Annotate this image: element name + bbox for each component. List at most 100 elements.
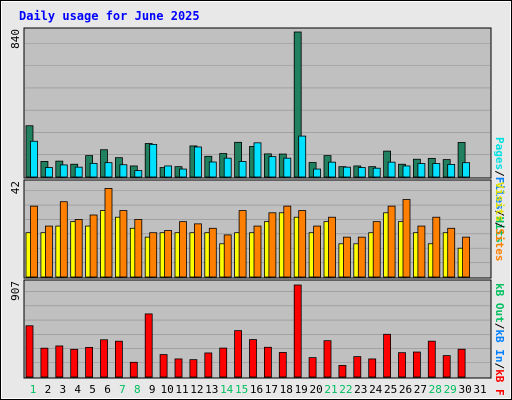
bar-files-26 bbox=[402, 165, 411, 178]
x-tick-label-6: 6 bbox=[104, 383, 111, 396]
x-tick-label-20: 20 bbox=[309, 383, 322, 396]
bar-sites-30 bbox=[462, 236, 471, 278]
bar-sites-6 bbox=[104, 188, 113, 278]
x-tick-label-3: 3 bbox=[59, 383, 66, 396]
bar-files-21 bbox=[328, 161, 336, 178]
x-tick-label-2: 2 bbox=[45, 383, 52, 396]
legend-sites: Sites bbox=[493, 228, 506, 261]
bar-files-10 bbox=[164, 165, 173, 178]
bar-sites-21 bbox=[328, 216, 336, 278]
legend-pages: Pages bbox=[493, 137, 506, 170]
x-tick-label-23: 23 bbox=[354, 383, 367, 396]
bar-kb-f-9 bbox=[144, 313, 153, 378]
bar-kb-f-20 bbox=[308, 357, 317, 378]
bar-sites-23 bbox=[357, 236, 366, 278]
x-tick-label-15: 15 bbox=[235, 383, 248, 396]
bar-hits-15 bbox=[234, 141, 243, 178]
bar-sites-19 bbox=[298, 210, 307, 278]
bar-kb-f-22 bbox=[338, 365, 347, 378]
bar-files-28 bbox=[432, 163, 441, 178]
bar-kb-f-26 bbox=[398, 352, 406, 378]
legend-kb-out: kB Out bbox=[493, 283, 506, 323]
bar-hits-30 bbox=[457, 142, 466, 178]
bar-sites-22 bbox=[342, 236, 351, 278]
legend-visits-sites: Visits/Sites bbox=[493, 182, 506, 262]
bars bbox=[25, 31, 471, 378]
bar-files-16 bbox=[253, 142, 262, 178]
x-axis-labels: 1 2 3 4 5 6 7 8 9 10 11 12 13 14 15 16 17 18 19 20 21 22 23 24 2… bbox=[30, 383, 487, 396]
bar-kb-f-12 bbox=[189, 359, 198, 378]
x-tick-label-7: 7 bbox=[119, 383, 126, 396]
bar-kb-f-4 bbox=[70, 348, 79, 378]
bar-files-6 bbox=[104, 162, 113, 178]
bar-sites-20 bbox=[313, 225, 322, 278]
x-tick-label-12: 12 bbox=[190, 383, 203, 396]
x-tick-label-14: 14 bbox=[220, 383, 234, 396]
bar-files-8 bbox=[134, 170, 143, 178]
x-tick-label-21: 21 bbox=[324, 383, 337, 396]
bar-files-23 bbox=[357, 167, 366, 178]
bar-files-18 bbox=[283, 157, 292, 178]
bar-kb-f-8 bbox=[129, 361, 138, 378]
bar-kb-f-2 bbox=[40, 347, 49, 378]
bar-kb-f-19 bbox=[293, 284, 302, 378]
x-tick-label-10: 10 bbox=[160, 383, 173, 396]
bar-files-15 bbox=[238, 161, 247, 178]
bar-files-13 bbox=[208, 161, 217, 178]
bar-kb-f-13 bbox=[204, 352, 213, 378]
bar-sites-13 bbox=[208, 227, 217, 278]
legend-kb-in: kB In bbox=[493, 329, 506, 362]
bar-sites-14 bbox=[223, 234, 232, 278]
bar-sites-25 bbox=[387, 205, 396, 278]
x-tick-label-18: 18 bbox=[280, 383, 293, 396]
bar-files-29 bbox=[447, 163, 456, 178]
bar-kb-f-17 bbox=[263, 346, 272, 378]
bar-kb-f-30 bbox=[457, 348, 466, 378]
x-tick-label-30: 30 bbox=[458, 383, 471, 396]
bar-kb-f-29 bbox=[442, 355, 451, 378]
bar-kb-f-7 bbox=[115, 340, 123, 378]
bar-sites-5 bbox=[89, 214, 98, 278]
legend-visits: Visits bbox=[493, 182, 506, 222]
bar-files-7 bbox=[119, 164, 128, 178]
bar-files-9 bbox=[149, 143, 158, 178]
bar-sites-17 bbox=[268, 212, 277, 278]
x-tick-label-8: 8 bbox=[134, 383, 141, 396]
ymax-label-hits: 840 bbox=[9, 29, 22, 49]
bar-files-3 bbox=[59, 164, 68, 178]
bar-sites-10 bbox=[164, 230, 173, 278]
bar-files-19 bbox=[298, 135, 307, 178]
bar-files-17 bbox=[268, 156, 277, 178]
x-tick-label-19: 19 bbox=[295, 383, 308, 396]
x-tick-label-31: 31 bbox=[473, 383, 486, 396]
x-tick-label-22: 22 bbox=[339, 383, 352, 396]
x-tick-label-24: 24 bbox=[369, 383, 383, 396]
bar-kb-f-23 bbox=[353, 356, 362, 378]
x-tick-label-9: 9 bbox=[149, 383, 156, 396]
x-tick-label-4: 4 bbox=[74, 383, 81, 396]
x-tick-label-1: 1 bbox=[30, 383, 37, 396]
bar-kb-f-3 bbox=[55, 345, 64, 378]
bar-sites-27 bbox=[417, 225, 426, 278]
bar-sites-18 bbox=[283, 205, 292, 278]
bar-files-5 bbox=[89, 162, 98, 178]
bar-hits-19 bbox=[293, 31, 302, 178]
bar-sites-28 bbox=[432, 216, 441, 278]
bar-kb-f-11 bbox=[174, 358, 183, 378]
bar-sites-26 bbox=[402, 199, 411, 278]
bar-kb-f-6 bbox=[100, 339, 108, 378]
bar-files-24 bbox=[372, 167, 381, 178]
legend-pages-files-hits: Pages/Files/Hits bbox=[493, 137, 506, 243]
x-tick-label-16: 16 bbox=[250, 383, 263, 396]
bar-sites-7 bbox=[119, 210, 128, 278]
bar-kb-f-14 bbox=[219, 347, 228, 378]
bar-sites-9 bbox=[149, 232, 158, 278]
bar-sites-8 bbox=[134, 219, 143, 278]
ymax-label-kbytes: 907 bbox=[9, 281, 22, 301]
bar-kb-f-16 bbox=[249, 339, 257, 378]
bar-files-2 bbox=[45, 167, 53, 178]
x-tick-label-5: 5 bbox=[89, 383, 96, 396]
bar-files-1 bbox=[30, 140, 38, 178]
